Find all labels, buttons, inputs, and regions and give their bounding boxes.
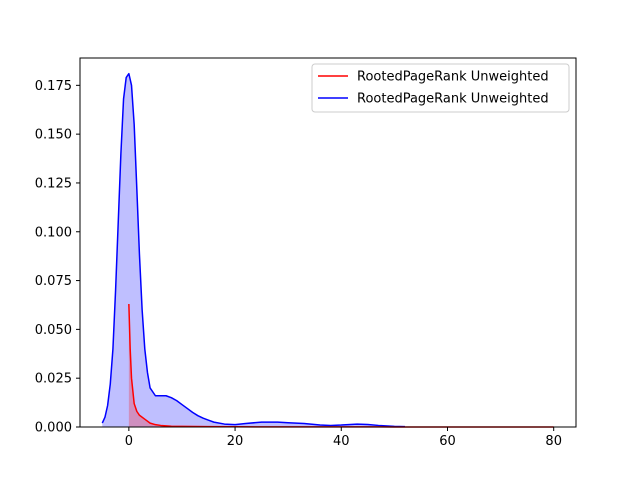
y-tick-label: 0.175 [35, 79, 72, 94]
x-tick-label: 20 [227, 434, 244, 449]
x-tick-label: 0 [125, 434, 133, 449]
y-tick-label: 0.150 [35, 128, 72, 143]
axes: 0 20 40 60 80 0.000 0.025 0.050 0.075 0.100 0.125 0… [35, 57, 577, 449]
y-tick-label: 0.000 [35, 421, 72, 436]
x-tick-label: 80 [545, 434, 562, 449]
y-tick-label: 0.100 [35, 225, 72, 240]
legend: RootedPageRank Unweighted RootedPageRank … [311, 63, 570, 113]
legend-label-0: RootedPageRank Unweighted [357, 70, 549, 85]
legend-label-1: RootedPageRank Unweighted [357, 92, 549, 107]
x-tick-label: 40 [333, 434, 350, 449]
y-tick-label: 0.025 [35, 372, 72, 387]
axes-frame [79, 57, 577, 428]
y-tick-label: 0.125 [35, 176, 72, 191]
legend-box [311, 63, 570, 113]
series-1-line [101, 72, 406, 428]
y-tick-label: 0.075 [35, 274, 72, 289]
x-tick-label: 60 [439, 434, 456, 449]
y-tick-label: 0.050 [35, 323, 72, 338]
